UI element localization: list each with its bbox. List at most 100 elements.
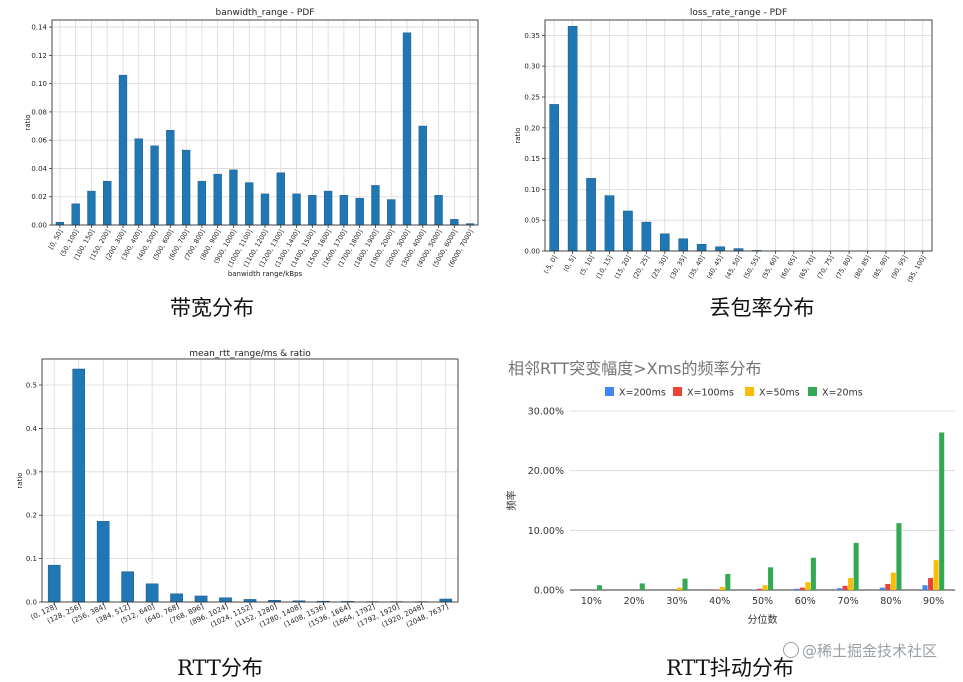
x-tick-label: 40%: [709, 596, 730, 607]
bar: [308, 195, 316, 225]
bar: [277, 173, 285, 225]
x-tick-label: (75, 80]: [834, 254, 854, 280]
legend-swatch: [673, 387, 682, 396]
bar: [72, 204, 80, 225]
bar: [842, 586, 847, 590]
bar: [896, 523, 901, 590]
bar: [934, 560, 939, 590]
bar: [800, 588, 805, 590]
x-tick-label: (25, 30]: [650, 254, 670, 280]
bar: [170, 594, 182, 602]
bar: [340, 195, 348, 225]
y-tick-label: 0.10: [31, 80, 47, 88]
x-tick-label: (-5, 0]: [542, 254, 559, 275]
bar: [854, 543, 859, 590]
y-tick-label: 0.14: [31, 24, 47, 32]
loss-rate-caption: 丢包率分布: [710, 292, 815, 322]
bar: [891, 573, 896, 590]
rtt-caption: RTT分布: [177, 652, 263, 682]
x-tick-label: (85, 90]: [871, 254, 891, 280]
x-tick-label: 80%: [880, 596, 901, 607]
y-tick-label: 20.00%: [528, 466, 564, 477]
y-tick-label: 0.12: [31, 52, 47, 60]
bar: [356, 198, 364, 225]
y-tick-label: 0.5: [26, 382, 37, 390]
bar: [122, 572, 134, 602]
x-axis-label: banwidth range/kBps: [228, 270, 303, 278]
x-tick-label: 90%: [923, 596, 944, 607]
bar: [939, 432, 944, 590]
bar: [435, 195, 443, 225]
bar: [922, 585, 927, 590]
bar: [640, 583, 645, 590]
bar: [151, 146, 159, 225]
bar: [660, 234, 669, 251]
bar: [679, 239, 688, 251]
x-tick-label: (5, 10]: [578, 254, 596, 277]
y-tick-label: 0.0: [26, 599, 37, 607]
bar: [219, 598, 231, 602]
x-tick-label: 20%: [624, 596, 645, 607]
bar: [135, 139, 143, 225]
y-tick-label: 0.20: [524, 124, 540, 132]
y-axis-label: ratio: [24, 114, 32, 130]
bar: [677, 588, 682, 590]
rtt-jitter-caption: RTT抖动分布: [666, 652, 794, 682]
bar: [261, 194, 269, 225]
y-tick-label: 0.35: [524, 32, 540, 40]
chart-title: banwidth_range - PDF: [216, 8, 315, 18]
x-axis-label: 分位数: [748, 613, 778, 626]
watermark-text: @稀土掘金技术社区: [802, 642, 937, 660]
bar: [623, 211, 632, 251]
y-tick-label: 0.00%: [534, 586, 564, 597]
bar: [403, 33, 411, 225]
y-tick-label: 0.02: [31, 193, 47, 201]
bar: [768, 567, 773, 590]
y-tick-label: 0.3: [26, 468, 37, 476]
bar: [794, 589, 799, 590]
loss-rate-chart: loss_rate_range - PDF0.000.050.100.150.2…: [490, 0, 963, 285]
bar: [48, 565, 60, 602]
bar: [166, 130, 174, 225]
y-tick-label: 0.2: [26, 512, 37, 520]
bandwidth-caption: 带宽分布: [170, 292, 254, 322]
chart-title: 相邻RTT突变幅度>Xms的频率分布: [508, 359, 762, 378]
x-tick-label: (65, 70]: [797, 254, 817, 280]
bar: [605, 196, 614, 251]
bar: [805, 582, 810, 590]
bar: [119, 75, 127, 225]
legend-swatch: [605, 387, 614, 396]
bar: [697, 244, 706, 251]
y-tick-label: 0.1: [26, 555, 37, 563]
y-axis-label: ratio: [514, 127, 522, 143]
x-tick-label: (30, 35]: [668, 254, 688, 280]
bar: [182, 150, 190, 225]
bar: [720, 587, 725, 590]
bar: [597, 585, 602, 590]
y-tick-label: 0.30: [524, 63, 540, 71]
bar: [568, 26, 577, 251]
y-tick-label: 0.05: [524, 217, 540, 225]
y-tick-label: 0.10: [524, 186, 540, 194]
bar: [387, 200, 395, 225]
bar: [715, 247, 724, 251]
bar: [714, 589, 719, 590]
y-tick-label: 0.00: [524, 248, 540, 256]
bar: [97, 521, 109, 602]
legend-swatch: [808, 387, 817, 396]
x-tick-label: (15, 20]: [613, 254, 633, 280]
y-tick-label: 0.4: [26, 425, 38, 433]
bar: [245, 183, 253, 225]
x-tick-label: (95, 100]: [906, 254, 928, 284]
x-tick-label: (60, 65]: [779, 254, 799, 280]
bar: [230, 170, 238, 225]
y-tick-label: 30.00%: [528, 407, 564, 418]
x-tick-label: (80, 85]: [852, 254, 872, 280]
bar: [293, 194, 301, 225]
x-tick-label: (35, 40]: [687, 254, 707, 280]
bar: [440, 599, 452, 602]
bandwidth-chart: banwidth_range - PDF0.000.020.040.060.08…: [0, 0, 485, 285]
bar: [550, 104, 559, 251]
legend-label: X=200ms: [619, 388, 666, 399]
